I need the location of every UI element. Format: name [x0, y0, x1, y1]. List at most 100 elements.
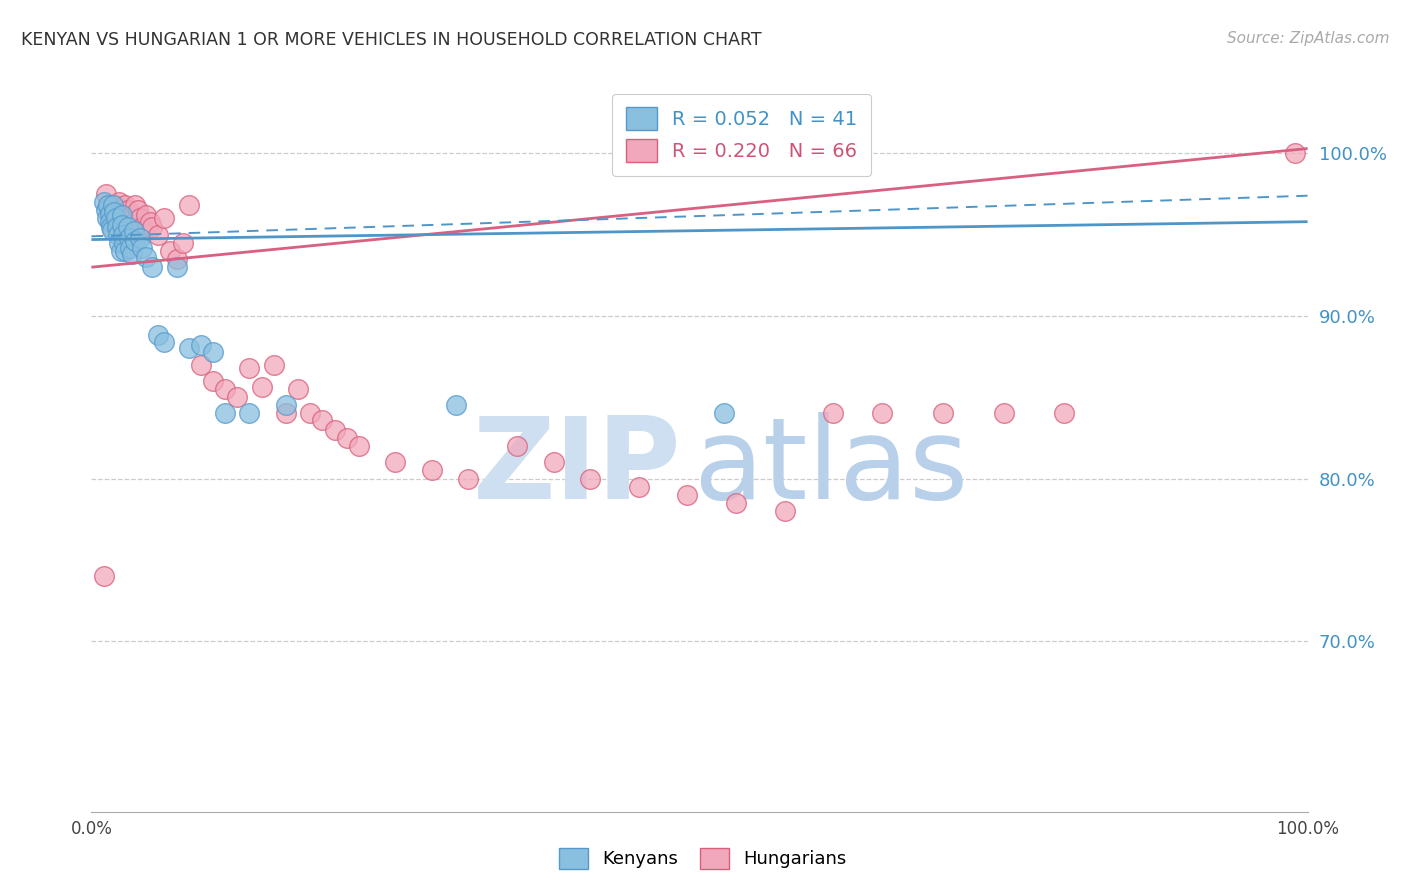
Legend: Kenyans, Hungarians: Kenyans, Hungarians	[553, 840, 853, 876]
Point	[1284, 146, 1306, 161]
Point	[263, 358, 285, 372]
Point	[870, 407, 893, 421]
Point	[214, 407, 236, 421]
Point	[103, 211, 125, 226]
Point	[420, 463, 443, 477]
Legend: R = 0.052   N = 41, R = 0.220   N = 66: R = 0.052 N = 41, R = 0.220 N = 66	[612, 94, 870, 176]
Point	[139, 215, 162, 229]
Point	[93, 569, 115, 583]
Point	[177, 198, 200, 212]
Point	[107, 215, 129, 229]
Point	[347, 439, 370, 453]
Point	[336, 431, 359, 445]
Point	[115, 215, 138, 229]
Point	[94, 203, 117, 218]
Point	[111, 208, 134, 222]
Point	[166, 260, 188, 275]
Point	[121, 247, 143, 261]
Point	[141, 260, 163, 275]
Point	[110, 244, 132, 258]
Point	[114, 198, 136, 212]
Point	[713, 407, 735, 421]
Point	[108, 235, 131, 250]
Point	[153, 334, 176, 349]
Point	[97, 198, 120, 212]
Point	[172, 235, 194, 250]
Point	[111, 219, 134, 234]
Point	[124, 198, 146, 212]
Point	[724, 496, 747, 510]
Point	[111, 211, 134, 226]
Point	[110, 203, 132, 218]
Point	[127, 203, 149, 218]
Point	[250, 380, 273, 394]
Point	[323, 423, 346, 437]
Point	[105, 219, 128, 234]
Point	[105, 208, 128, 222]
Point	[129, 231, 152, 245]
Point	[100, 208, 122, 222]
Point	[190, 358, 212, 372]
Point	[117, 203, 139, 218]
Point	[627, 480, 650, 494]
Point	[108, 195, 131, 210]
Point	[153, 211, 176, 226]
Point	[94, 187, 117, 202]
Point	[112, 208, 135, 222]
Point	[543, 455, 565, 469]
Point	[444, 398, 467, 412]
Point	[141, 219, 163, 234]
Point	[274, 398, 297, 412]
Point	[124, 234, 146, 248]
Point	[226, 390, 249, 404]
Point	[101, 215, 124, 229]
Text: atlas: atlas	[693, 412, 969, 524]
Point	[135, 251, 157, 265]
Point	[112, 235, 135, 250]
Point	[103, 198, 125, 212]
Point	[238, 407, 260, 421]
Point	[202, 374, 225, 388]
Point	[98, 203, 121, 218]
Point	[131, 241, 153, 255]
Point	[96, 211, 118, 226]
Point	[506, 439, 529, 453]
Point	[118, 231, 141, 245]
Text: KENYAN VS HUNGARIAN 1 OR MORE VEHICLES IN HOUSEHOLD CORRELATION CHART: KENYAN VS HUNGARIAN 1 OR MORE VEHICLES I…	[21, 31, 762, 49]
Point	[104, 198, 127, 212]
Point	[993, 407, 1015, 421]
Text: Source: ZipAtlas.com: Source: ZipAtlas.com	[1226, 31, 1389, 46]
Point	[676, 488, 699, 502]
Point	[114, 244, 136, 258]
Point	[122, 224, 145, 238]
Point	[1053, 407, 1076, 421]
Point	[773, 504, 796, 518]
Point	[823, 407, 845, 421]
Point	[111, 227, 134, 242]
Point	[122, 215, 145, 229]
Point	[100, 219, 122, 234]
Point	[274, 407, 297, 421]
Point	[287, 382, 309, 396]
Point	[101, 223, 124, 237]
Point	[238, 361, 260, 376]
Point	[93, 195, 115, 210]
Point	[457, 471, 479, 485]
Point	[931, 407, 953, 421]
Point	[104, 211, 127, 226]
Point	[177, 342, 200, 356]
Point	[135, 208, 157, 222]
Point	[299, 407, 322, 421]
Point	[214, 382, 236, 396]
Point	[148, 328, 170, 343]
Point	[118, 211, 141, 226]
Point	[120, 219, 142, 234]
Text: ZIP: ZIP	[472, 412, 682, 524]
Point	[117, 219, 139, 234]
Point	[111, 218, 134, 232]
Point	[159, 244, 181, 258]
Point	[202, 344, 225, 359]
Point	[121, 208, 143, 222]
Point	[311, 413, 333, 427]
Point	[97, 198, 120, 212]
